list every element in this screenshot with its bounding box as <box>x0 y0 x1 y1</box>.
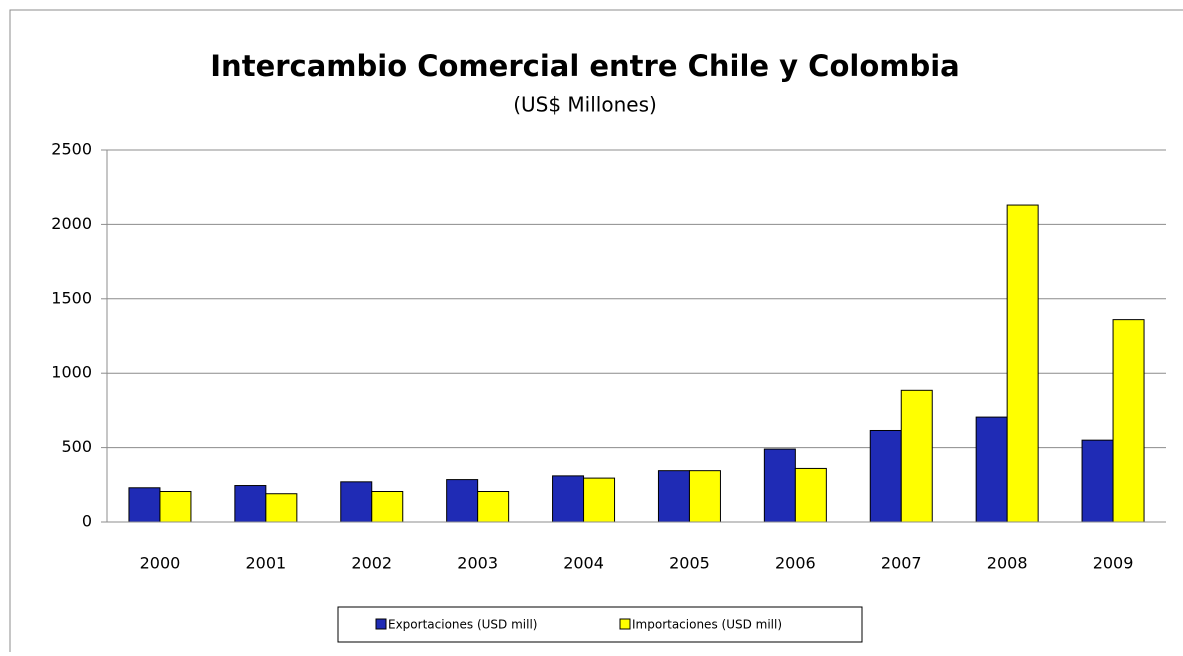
legend: Exportaciones (USD mill) Importaciones (U… <box>375 618 782 632</box>
bar <box>371 490 404 523</box>
bar <box>234 485 267 523</box>
chart-frame <box>9 9 1183 656</box>
bar <box>477 490 510 523</box>
x-tick-label: 2007 <box>881 554 922 573</box>
x-tick-label: 2009 <box>1093 554 1134 573</box>
bar <box>657 470 690 523</box>
bar <box>446 479 479 523</box>
bar <box>159 490 192 523</box>
y-tick-label: 1500 <box>51 288 92 307</box>
legend-label: Exportaciones (USD mill) <box>388 618 537 632</box>
chart-subtitle: (US$ Millones) <box>513 93 657 117</box>
bar <box>975 416 1008 523</box>
x-tick-label: 2000 <box>140 554 181 573</box>
x-tick-label: 2001 <box>245 554 286 573</box>
bar <box>869 429 902 523</box>
bar <box>1006 204 1039 523</box>
x-tick-label: 2008 <box>987 554 1028 573</box>
bar <box>128 487 161 523</box>
bar <box>763 448 796 523</box>
x-tick-label: 2005 <box>669 554 710 573</box>
legend-box <box>337 606 863 643</box>
bar <box>900 389 933 523</box>
bar <box>794 467 827 523</box>
bar <box>1081 439 1114 523</box>
bar <box>552 475 585 523</box>
bar <box>583 477 616 523</box>
x-tick-label: 2006 <box>775 554 816 573</box>
plot-area: 0 500 1000 1500 2000 2500 2000 2001 2002 2003 2004… <box>51 140 1166 573</box>
chart-title: Intercambio Comercial entre Chile y Colo… <box>210 49 959 83</box>
y-tick-label: 2000 <box>51 214 92 233</box>
bar <box>265 493 298 523</box>
y-tick-label: 0 <box>82 512 92 531</box>
legend-swatch <box>375 618 387 630</box>
bar <box>688 470 721 523</box>
legend-swatch <box>619 618 631 630</box>
bar <box>340 481 373 523</box>
y-tick-label: 500 <box>61 437 92 456</box>
y-tick-label: 2500 <box>51 140 92 159</box>
x-tick-label: 2004 <box>563 554 604 573</box>
x-tick-label: 2002 <box>351 554 392 573</box>
x-tick-label: 2003 <box>457 554 498 573</box>
legend-label: Importaciones (USD mill) <box>632 618 782 632</box>
y-tick-label: 1000 <box>51 363 92 382</box>
bar <box>1112 319 1145 523</box>
